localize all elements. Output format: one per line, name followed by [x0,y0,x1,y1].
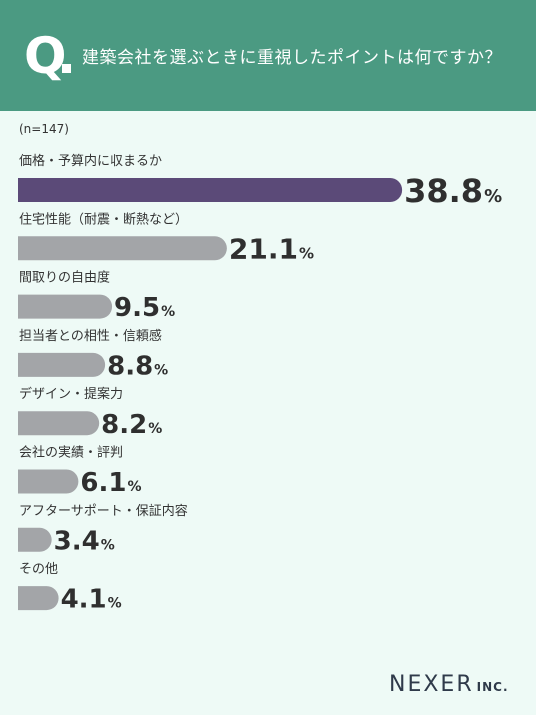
category-label: その他 [19,562,58,577]
category-label: 間取りの自由度 [19,270,110,286]
category-label: 価格・予算内に収まるか [19,153,162,169]
value-label: 8.2% [101,410,162,440]
bar [18,411,100,436]
bar [18,586,59,611]
bar [18,294,113,319]
bar [18,527,52,552]
bar [18,178,403,202]
brand-suffix: INC. [476,680,509,694]
value-label: 6.1% [80,468,141,498]
brand-name: NEXER [389,672,474,697]
question-text: 建築会社を選ぶときに重視したポイントは何ですか？ [82,48,502,68]
value-label: 38.8% [404,172,502,210]
bar [18,469,79,494]
category-label: デザイン・提案力 [19,386,123,402]
value-label: 4.1% [61,585,122,615]
bar [18,236,227,261]
question-header: Q 建築会社を選ぶときに重視したポイントは何ですか？ [0,0,536,111]
category-label: 住宅性能（耐震・断熱など） [19,212,188,227]
category-label: アフターサポート・保証内容 [19,503,188,519]
value-label: 3.4% [54,526,115,556]
value-label: 8.8% [107,352,168,382]
category-label: 会社の実績・評判 [19,445,123,461]
bar [18,352,106,377]
q-dot-decoration [62,64,71,73]
brand-logo: NEXER INC. [389,672,509,697]
category-label: 担当者との相性・信頼感 [19,328,162,344]
value-label: 21.1% [229,233,314,266]
q-mark: Q [24,27,66,85]
sample-size: (n=147) [19,122,69,136]
value-label: 9.5% [114,293,175,323]
